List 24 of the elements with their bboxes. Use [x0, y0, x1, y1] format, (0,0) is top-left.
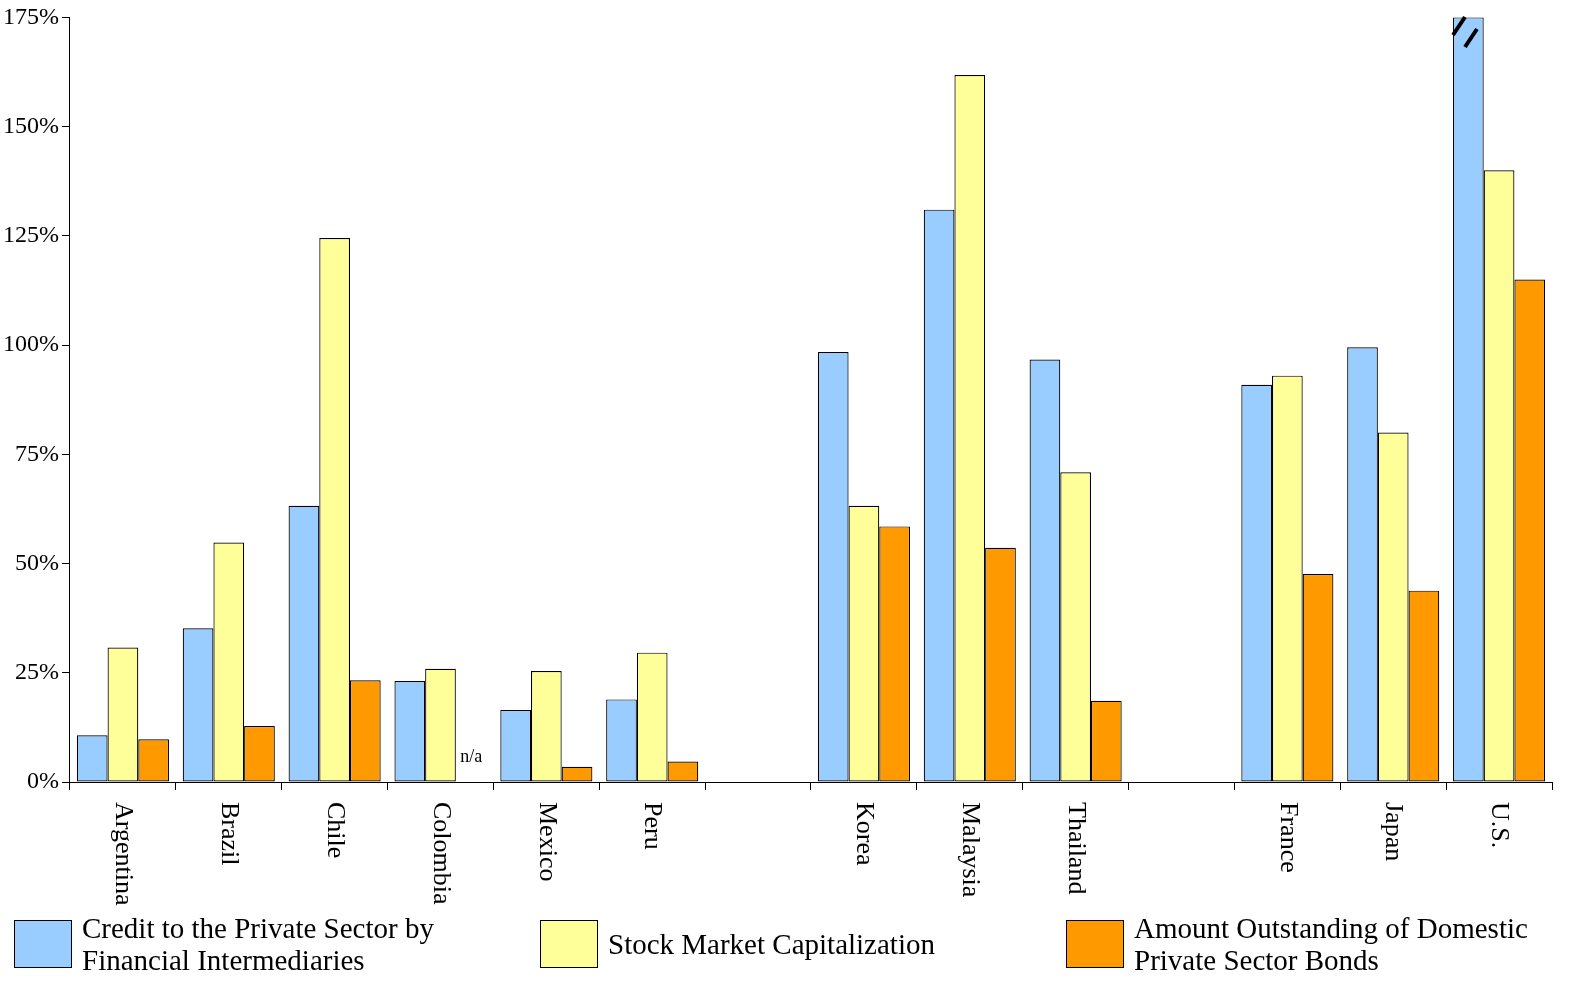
y-tick-label: 100% — [2, 330, 59, 357]
legend-label: Credit to the Private Sector by Financial Intermediaries — [82, 912, 435, 976]
legend-label: Stock Market Capitalization — [608, 928, 935, 960]
x-tick-label: Peru — [639, 802, 669, 850]
x-tick-label: Korea — [851, 802, 881, 866]
x-tick-label: Malaysia — [956, 802, 986, 898]
y-tick-label: 25% — [14, 658, 59, 685]
x-tick-label: Chile — [321, 802, 351, 859]
y-tick-label: 75% — [14, 439, 59, 466]
y-tick-label: 0% — [26, 767, 59, 794]
y-tick-label: 175% — [2, 2, 59, 29]
y-tick-label: 150% — [2, 111, 59, 138]
x-tick-label: France — [1274, 802, 1304, 873]
x-tick-label: U.S. — [1486, 802, 1516, 849]
annotation: n/a — [460, 745, 483, 766]
y-tick-label: 125% — [2, 221, 59, 248]
legend-label: Amount Outstanding of Domestic Private Sector Bonds — [1134, 912, 1529, 976]
x-tick-label: Japan — [1380, 802, 1410, 862]
x-tick-label: Colombia — [427, 802, 457, 906]
x-tick-label: Brazil — [215, 802, 245, 866]
x-tick-label: Mexico — [533, 802, 563, 882]
x-tick-label: Argentina — [110, 802, 140, 906]
y-tick-label: 50% — [14, 548, 59, 575]
x-tick-label: Thailand — [1062, 802, 1092, 895]
